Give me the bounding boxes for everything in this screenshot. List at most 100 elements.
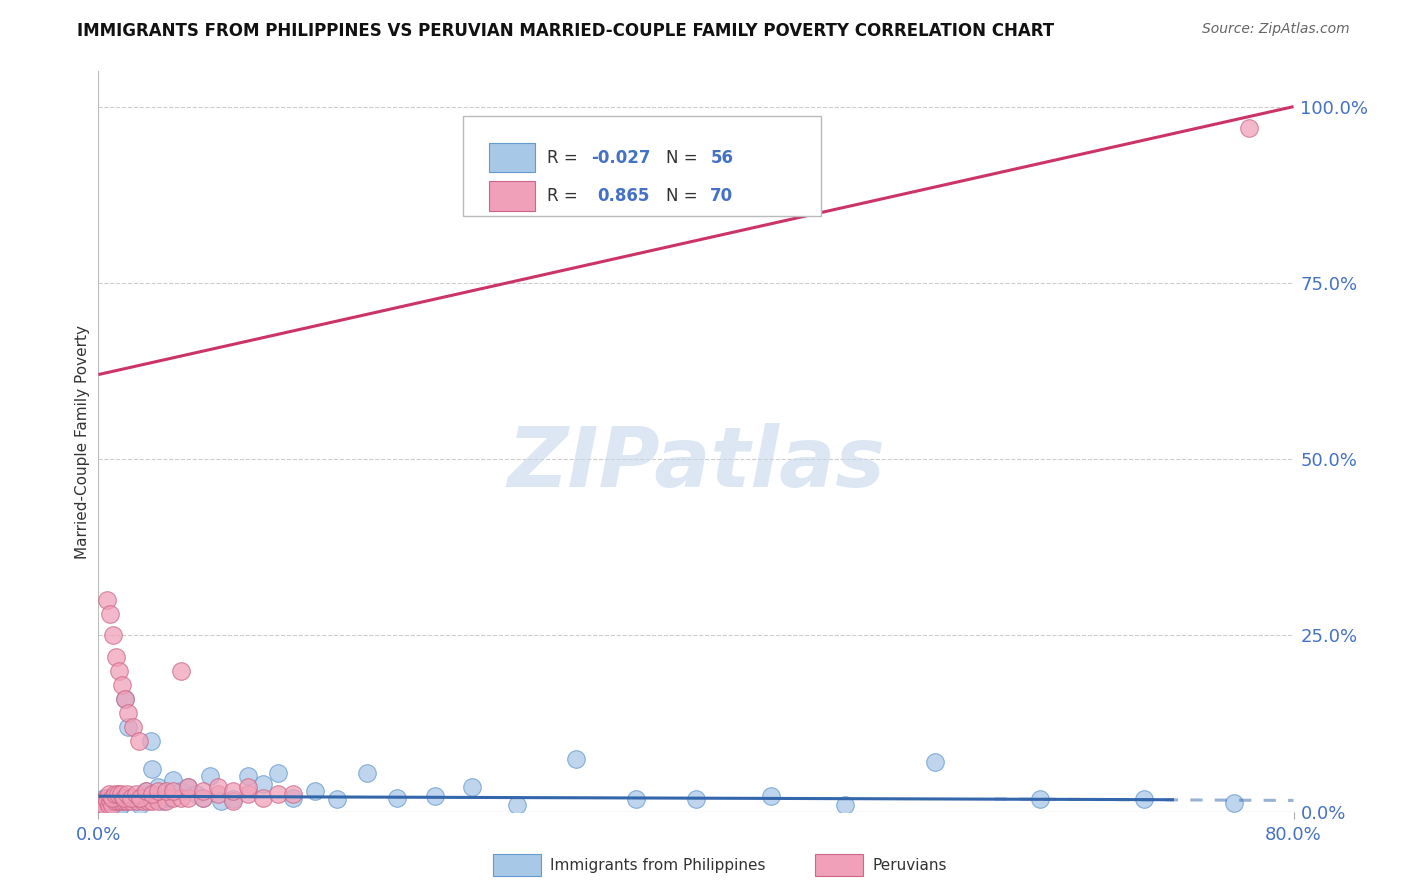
Text: Source: ZipAtlas.com: Source: ZipAtlas.com bbox=[1202, 22, 1350, 37]
Point bbox=[326, 792, 349, 806]
Point bbox=[222, 794, 245, 808]
Point bbox=[110, 794, 132, 808]
Point bbox=[191, 783, 214, 797]
Point bbox=[141, 787, 163, 801]
Point bbox=[104, 794, 127, 808]
Bar bbox=[494, 854, 541, 876]
Point bbox=[150, 792, 173, 806]
FancyBboxPatch shape bbox=[463, 116, 821, 216]
Point bbox=[356, 766, 378, 780]
Text: 0.865: 0.865 bbox=[596, 187, 650, 205]
Point bbox=[506, 797, 529, 812]
Point bbox=[94, 790, 117, 805]
Text: R =: R = bbox=[547, 187, 578, 205]
Point bbox=[129, 790, 152, 805]
Y-axis label: Married-Couple Family Poverty: Married-Couple Family Poverty bbox=[75, 325, 90, 558]
Point bbox=[169, 783, 191, 797]
Point bbox=[385, 790, 409, 805]
Point bbox=[93, 797, 115, 812]
Point bbox=[105, 649, 128, 664]
Point bbox=[281, 790, 304, 805]
Point bbox=[304, 783, 326, 797]
Point bbox=[108, 801, 131, 815]
Point bbox=[565, 752, 588, 766]
Point bbox=[111, 678, 134, 692]
Point bbox=[136, 794, 159, 808]
Point bbox=[135, 783, 157, 797]
Point bbox=[114, 790, 136, 805]
Point bbox=[169, 664, 191, 678]
Point bbox=[200, 769, 222, 783]
Point bbox=[93, 790, 115, 805]
Point bbox=[120, 790, 142, 805]
Point bbox=[191, 790, 214, 805]
Point bbox=[236, 769, 259, 783]
Point bbox=[103, 790, 125, 805]
Point bbox=[111, 790, 134, 805]
Point bbox=[124, 790, 146, 805]
Point bbox=[111, 790, 134, 805]
Point bbox=[252, 790, 274, 805]
Text: N =: N = bbox=[666, 187, 697, 205]
Point bbox=[96, 790, 118, 805]
Point bbox=[128, 734, 150, 748]
Point bbox=[117, 790, 139, 805]
Point bbox=[162, 783, 184, 797]
Point bbox=[97, 797, 120, 812]
Point bbox=[141, 794, 163, 808]
Point bbox=[177, 780, 200, 794]
Point bbox=[155, 794, 177, 808]
Point bbox=[107, 787, 129, 801]
Point bbox=[184, 787, 207, 801]
Point bbox=[104, 794, 127, 808]
Point bbox=[110, 797, 132, 812]
Bar bbox=[815, 854, 863, 876]
Point bbox=[924, 756, 946, 770]
Point bbox=[267, 766, 290, 780]
Point bbox=[132, 794, 155, 808]
Point bbox=[117, 720, 139, 734]
Point bbox=[108, 790, 131, 805]
Point bbox=[90, 797, 112, 812]
Point bbox=[115, 787, 138, 801]
Point bbox=[267, 787, 290, 801]
Point bbox=[120, 790, 142, 805]
Point bbox=[101, 790, 124, 805]
Point bbox=[155, 783, 177, 797]
Point bbox=[236, 787, 259, 801]
Point bbox=[132, 787, 155, 801]
Point bbox=[112, 794, 135, 808]
Point bbox=[1133, 792, 1156, 806]
Point bbox=[169, 790, 191, 805]
Point bbox=[209, 794, 232, 808]
Text: -0.027: -0.027 bbox=[591, 149, 651, 167]
Text: N =: N = bbox=[666, 149, 697, 167]
Point bbox=[103, 790, 125, 805]
Point bbox=[148, 780, 170, 794]
Point bbox=[148, 794, 170, 808]
Point bbox=[685, 792, 707, 806]
Point bbox=[105, 790, 128, 805]
Point bbox=[104, 787, 127, 801]
Point bbox=[129, 790, 152, 805]
Point bbox=[143, 790, 166, 805]
Text: Peruvians: Peruvians bbox=[873, 857, 948, 872]
Text: 56: 56 bbox=[710, 149, 734, 167]
Point bbox=[162, 790, 184, 805]
Point bbox=[98, 790, 122, 805]
Point bbox=[115, 794, 138, 808]
Point bbox=[94, 797, 117, 812]
Point bbox=[191, 790, 214, 805]
Point bbox=[207, 780, 229, 794]
Point bbox=[125, 794, 148, 808]
Point bbox=[759, 789, 782, 804]
Point bbox=[125, 787, 148, 801]
Point bbox=[127, 794, 149, 808]
Point bbox=[101, 797, 124, 812]
Bar bbox=[489, 181, 534, 211]
Point bbox=[112, 790, 135, 805]
Point bbox=[152, 794, 174, 808]
Point bbox=[91, 797, 114, 812]
Point bbox=[834, 798, 856, 813]
Point bbox=[98, 607, 122, 622]
